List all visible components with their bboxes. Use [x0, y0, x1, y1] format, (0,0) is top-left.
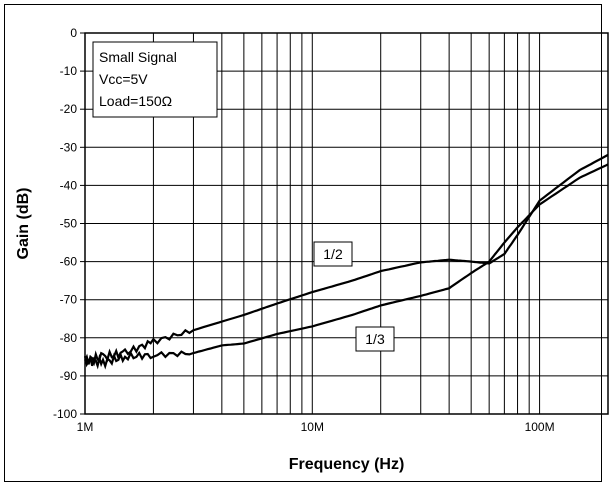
y-tick-label: -20: [60, 102, 78, 116]
y-tick-label: -60: [60, 255, 78, 269]
x-axis-title: Frequency (Hz): [289, 456, 405, 473]
annotations: Small Signal Vcc=5V Load=150Ω 1/2 1/3: [92, 41, 395, 352]
y-tick-label: -100: [53, 407, 77, 421]
y-tick-label: -10: [60, 64, 78, 78]
series-label-box: [355, 326, 395, 352]
y-tick-label: -80: [60, 331, 78, 345]
series-label: 1/2: [323, 246, 343, 262]
y-axis-title: Gain (dB): [15, 188, 32, 260]
y-tick-label: -30: [60, 140, 78, 154]
x-tick-label: 1M: [77, 420, 94, 434]
annotation-line: Load=150Ω: [99, 93, 172, 109]
series-label-box: [313, 241, 353, 267]
y-tick-label: -40: [60, 178, 78, 192]
series-line-2: [83, 163, 609, 370]
grid: [85, 33, 608, 414]
annotation-line: Small Signal: [99, 49, 177, 65]
y-tick-label: -90: [60, 369, 78, 383]
x-tick-label: 10M: [301, 420, 324, 434]
series-layer: [83, 153, 609, 370]
series-line-1: [84, 153, 609, 367]
y-tick-label: -70: [60, 293, 78, 307]
y-tick-label: -50: [60, 217, 78, 231]
y-tick-label: 0: [70, 26, 77, 40]
x-tick-label: 100M: [525, 420, 555, 434]
annotation-line: Vcc=5V: [99, 71, 148, 87]
series-label: 1/3: [365, 331, 385, 347]
annotation-box: [92, 41, 218, 118]
